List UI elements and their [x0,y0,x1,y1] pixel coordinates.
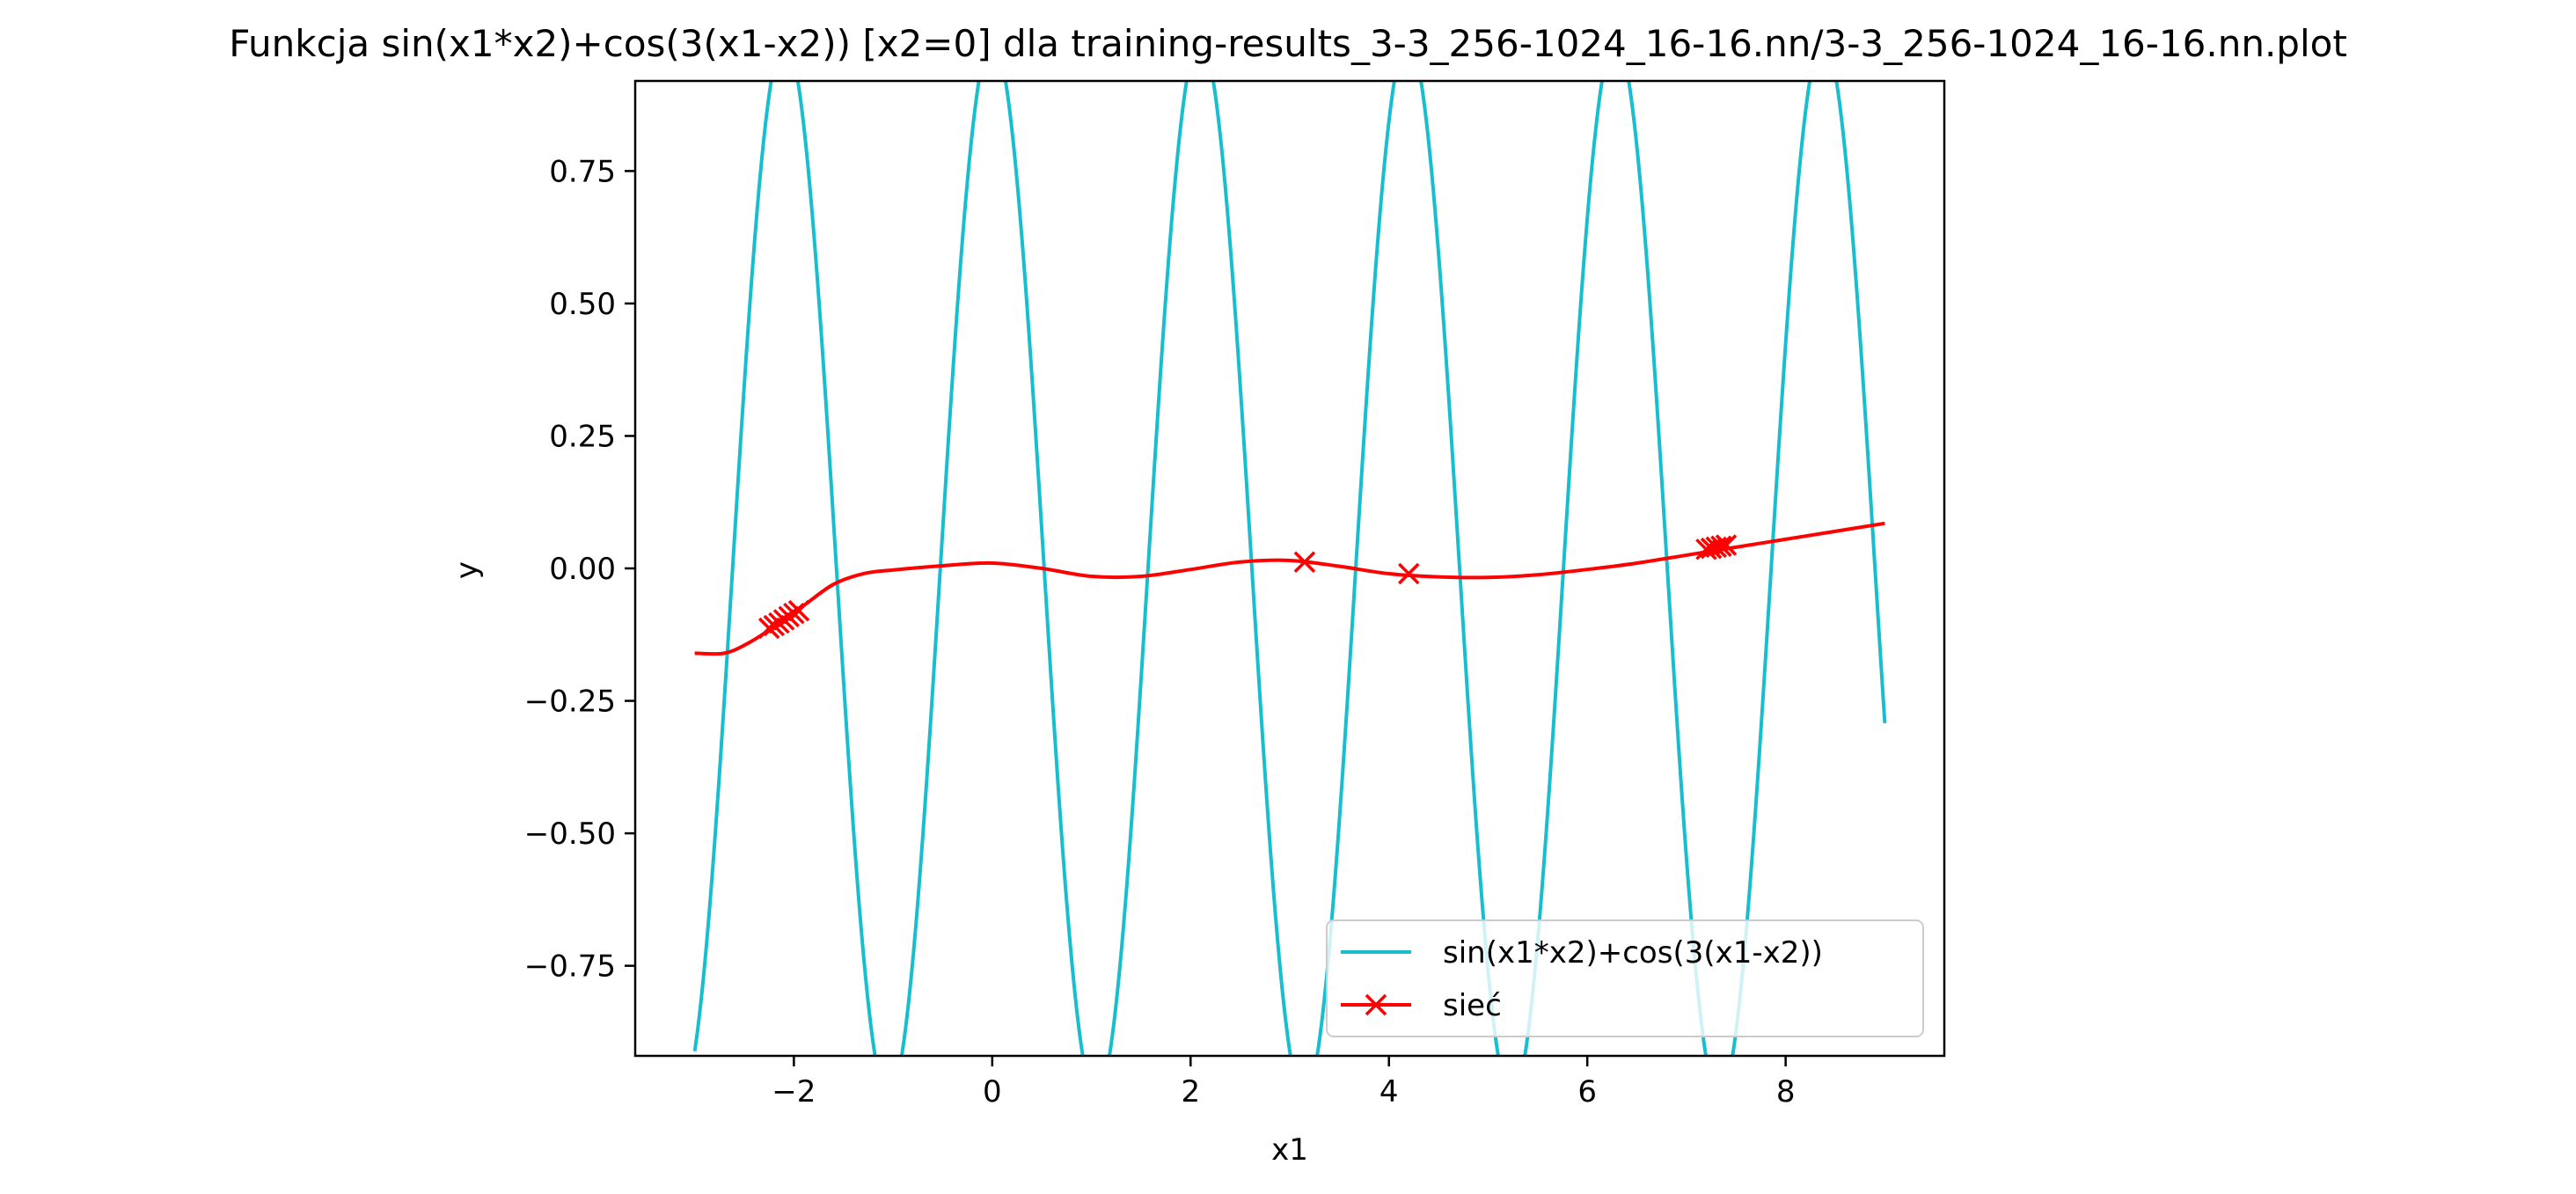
data-point-marker [787,599,810,622]
x-tick-label: 6 [1577,1074,1597,1110]
y-tick-label: −0.50 [524,817,616,852]
legend-label-network: sieć [1443,988,1502,1023]
y-tick-label: 0.00 [549,552,616,587]
data-point-marker [757,617,780,640]
legend-marker-network [1365,993,1387,1016]
y-axis-ticks: −0.75 −0.50 −0.25 0.00 0.25 0.50 0.75 [524,154,635,985]
x-axis-ticks: −2 0 2 4 6 8 [772,1056,1795,1110]
x-tick-label: 4 [1379,1074,1399,1110]
y-axis-label: y [450,561,485,579]
y-tick-label: 0.25 [549,419,616,454]
series-line-network [694,521,1885,656]
x-tick-label: 2 [1181,1074,1200,1110]
y-tick-label: 0.50 [549,287,616,322]
data-point-marker [1398,562,1420,585]
series-layer [692,81,1887,1056]
x-tick-label: 0 [983,1074,1002,1110]
series-line-function [692,81,1887,1056]
data-point-marker [1293,551,1316,574]
data-point-marker [783,602,805,625]
y-tick-label: −0.75 [524,949,616,985]
data-point-marker [1715,534,1738,556]
y-tick-label: 0.75 [549,154,616,189]
x-tick-label: −2 [772,1074,816,1110]
data-point-marker [763,614,786,637]
legend-label-function: sin(x1*x2)+cos(3(x1-x2)) [1443,935,1823,971]
legend: sin(x1*x2)+cos(3(x1-x2)) sieć [1326,919,1924,1037]
chart-title: Funkcja sin(x1*x2)+cos(3(x1-x2)) [x2=0] … [229,22,2347,65]
data-point-marker [1710,535,1732,557]
legend-box [1326,919,1924,1037]
y-tick-label: −0.25 [524,685,616,720]
x-axis-label: x1 [1271,1132,1308,1168]
x-tick-label: 8 [1776,1074,1796,1110]
